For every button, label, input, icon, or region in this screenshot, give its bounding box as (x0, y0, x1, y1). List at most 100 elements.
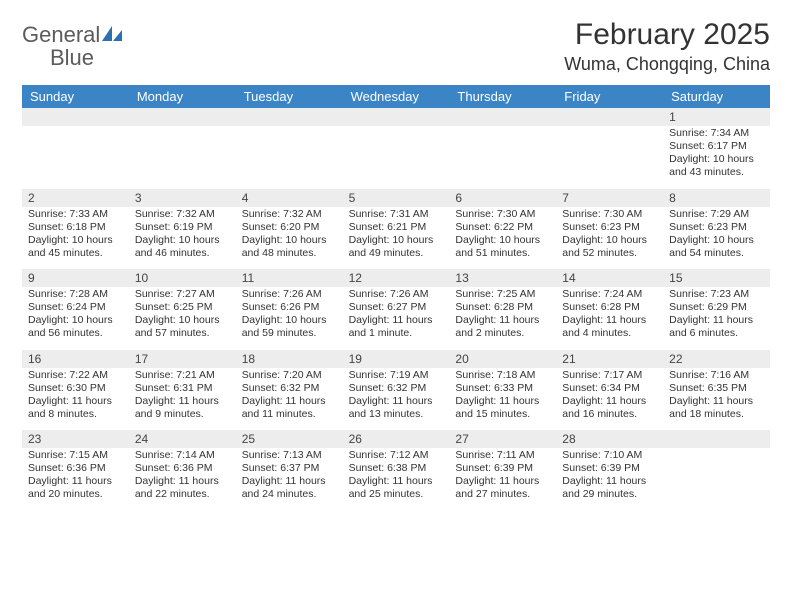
sunset-text: Sunset: 6:28 PM (562, 301, 657, 314)
sunset-text: Sunset: 6:25 PM (135, 301, 230, 314)
daylight-text: Daylight: 10 hours and 51 minutes. (455, 234, 550, 260)
day-number: 6 (449, 188, 556, 207)
day-number: 7 (556, 188, 663, 207)
dow-saturday: Saturday (663, 85, 770, 108)
sunrise-text: Sunrise: 7:26 AM (349, 288, 444, 301)
day-details: Sunrise: 7:30 AMSunset: 6:23 PMDaylight:… (556, 207, 663, 269)
sunrise-text: Sunrise: 7:30 AM (455, 208, 550, 221)
day-number: 9 (22, 268, 129, 287)
location: Wuma, Chongqing, China (564, 54, 770, 75)
sunrise-text: Sunrise: 7:22 AM (28, 369, 123, 382)
day-number: 2 (22, 188, 129, 207)
daylight-text: Daylight: 11 hours and 29 minutes. (562, 475, 657, 501)
sunrise-text: Sunrise: 7:32 AM (135, 208, 230, 221)
sunrise-text: Sunrise: 7:25 AM (455, 288, 550, 301)
day-details: Sunrise: 7:12 AMSunset: 6:38 PMDaylight:… (343, 448, 450, 510)
sunrise-text: Sunrise: 7:30 AM (562, 208, 657, 221)
sunset-text: Sunset: 6:34 PM (562, 382, 657, 395)
day-details: Sunrise: 7:27 AMSunset: 6:25 PMDaylight:… (129, 287, 236, 349)
daynum-row: 2345678 (22, 188, 770, 207)
day-details: Sunrise: 7:28 AMSunset: 6:24 PMDaylight:… (22, 287, 129, 349)
day-number: 19 (343, 349, 450, 368)
brand-word2: Blue (22, 45, 94, 70)
daylight-text: Daylight: 10 hours and 54 minutes. (669, 234, 764, 260)
sunset-text: Sunset: 6:39 PM (455, 462, 550, 475)
sunrise-text: Sunrise: 7:17 AM (562, 369, 657, 382)
sunrise-text: Sunrise: 7:28 AM (28, 288, 123, 301)
day-details: Sunrise: 7:32 AMSunset: 6:20 PMDaylight:… (236, 207, 343, 269)
weeks-container: 1Sunrise: 7:34 AMSunset: 6:17 PMDaylight… (22, 108, 770, 510)
sunset-text: Sunset: 6:35 PM (669, 382, 764, 395)
daylight-text: Daylight: 11 hours and 13 minutes. (349, 395, 444, 421)
sunset-text: Sunset: 6:32 PM (349, 382, 444, 395)
sunset-text: Sunset: 6:21 PM (349, 221, 444, 234)
day-number: 8 (663, 188, 770, 207)
day-number: 15 (663, 268, 770, 287)
detail-row: Sunrise: 7:33 AMSunset: 6:18 PMDaylight:… (22, 207, 770, 269)
header: General Blue February 2025 Wuma, Chongqi… (22, 18, 770, 75)
sunrise-text: Sunrise: 7:27 AM (135, 288, 230, 301)
day-number: 10 (129, 268, 236, 287)
day-number: 21 (556, 349, 663, 368)
brand-word1: General (22, 22, 100, 47)
dow-thursday: Thursday (449, 85, 556, 108)
sunrise-text: Sunrise: 7:20 AM (242, 369, 337, 382)
daylight-text: Daylight: 11 hours and 27 minutes. (455, 475, 550, 501)
day-details: Sunrise: 7:13 AMSunset: 6:37 PMDaylight:… (236, 448, 343, 510)
daylight-text: Daylight: 10 hours and 56 minutes. (28, 314, 123, 340)
day-number (343, 108, 450, 126)
sunrise-text: Sunrise: 7:33 AM (28, 208, 123, 221)
daylight-text: Daylight: 10 hours and 43 minutes. (669, 153, 764, 179)
detail-row: Sunrise: 7:15 AMSunset: 6:36 PMDaylight:… (22, 448, 770, 510)
daylight-text: Daylight: 11 hours and 2 minutes. (455, 314, 550, 340)
sunset-text: Sunset: 6:30 PM (28, 382, 123, 395)
day-details: Sunrise: 7:18 AMSunset: 6:33 PMDaylight:… (449, 368, 556, 430)
day-details: Sunrise: 7:26 AMSunset: 6:27 PMDaylight:… (343, 287, 450, 349)
day-number: 3 (129, 188, 236, 207)
sunset-text: Sunset: 6:29 PM (669, 301, 764, 314)
day-number: 23 (22, 429, 129, 448)
detail-row: Sunrise: 7:28 AMSunset: 6:24 PMDaylight:… (22, 287, 770, 349)
daylight-text: Daylight: 10 hours and 45 minutes. (28, 234, 123, 260)
day-details: Sunrise: 7:19 AMSunset: 6:32 PMDaylight:… (343, 368, 450, 430)
day-number: 26 (343, 429, 450, 448)
day-number: 16 (22, 349, 129, 368)
daylight-text: Daylight: 11 hours and 8 minutes. (28, 395, 123, 421)
day-details (236, 126, 343, 188)
sunrise-text: Sunrise: 7:12 AM (349, 449, 444, 462)
daylight-text: Daylight: 11 hours and 11 minutes. (242, 395, 337, 421)
day-details: Sunrise: 7:15 AMSunset: 6:36 PMDaylight:… (22, 448, 129, 510)
day-details (22, 126, 129, 188)
sunrise-text: Sunrise: 7:15 AM (28, 449, 123, 462)
day-number: 24 (129, 429, 236, 448)
daylight-text: Daylight: 11 hours and 1 minute. (349, 314, 444, 340)
day-details: Sunrise: 7:10 AMSunset: 6:39 PMDaylight:… (556, 448, 663, 510)
day-number: 12 (343, 268, 450, 287)
sunrise-text: Sunrise: 7:26 AM (242, 288, 337, 301)
sunrise-text: Sunrise: 7:32 AM (242, 208, 337, 221)
sunrise-text: Sunrise: 7:10 AM (562, 449, 657, 462)
month-title: February 2025 (564, 18, 770, 52)
day-details: Sunrise: 7:16 AMSunset: 6:35 PMDaylight:… (663, 368, 770, 430)
day-details: Sunrise: 7:26 AMSunset: 6:26 PMDaylight:… (236, 287, 343, 349)
daylight-text: Daylight: 11 hours and 9 minutes. (135, 395, 230, 421)
sunset-text: Sunset: 6:20 PM (242, 221, 337, 234)
day-number (449, 108, 556, 126)
sunset-text: Sunset: 6:23 PM (669, 221, 764, 234)
sunset-text: Sunset: 6:32 PM (242, 382, 337, 395)
calendar-page: General Blue February 2025 Wuma, Chongqi… (0, 0, 792, 520)
brand-logo: General Blue (22, 18, 124, 70)
day-number (22, 108, 129, 126)
sunset-text: Sunset: 6:31 PM (135, 382, 230, 395)
daylight-text: Daylight: 10 hours and 59 minutes. (242, 314, 337, 340)
daylight-text: Daylight: 11 hours and 24 minutes. (242, 475, 337, 501)
sunset-text: Sunset: 6:24 PM (28, 301, 123, 314)
daynum-row: 9101112131415 (22, 268, 770, 287)
day-details (343, 126, 450, 188)
daylight-text: Daylight: 11 hours and 25 minutes. (349, 475, 444, 501)
day-number (129, 108, 236, 126)
day-number (556, 108, 663, 126)
day-number: 1 (663, 108, 770, 126)
sunset-text: Sunset: 6:39 PM (562, 462, 657, 475)
day-of-week-header: Sunday Monday Tuesday Wednesday Thursday… (22, 85, 770, 108)
